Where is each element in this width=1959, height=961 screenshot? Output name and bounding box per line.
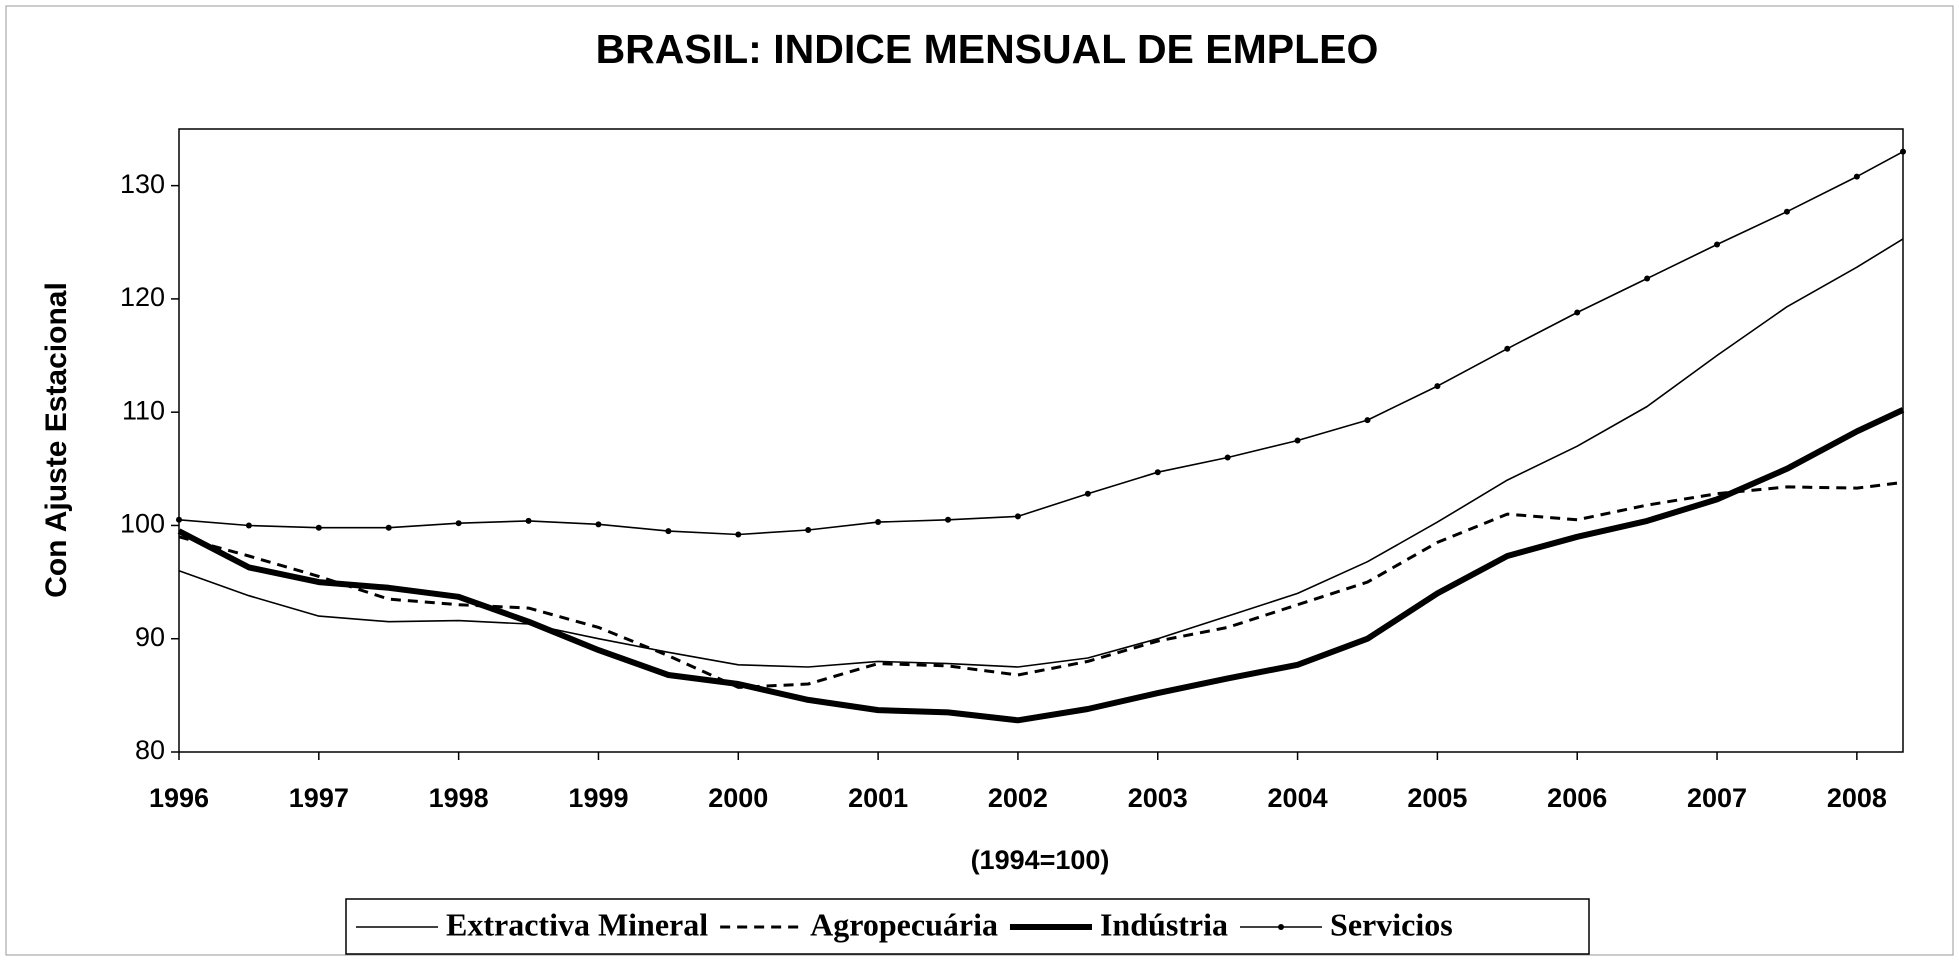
plot-area xyxy=(178,128,1904,753)
y-tick-label: 130 xyxy=(120,169,165,199)
marker xyxy=(1853,173,1860,180)
marker xyxy=(1574,309,1581,316)
marker xyxy=(595,521,602,528)
chart-title: BRASIL: INDICE MENSUAL DE EMPLEO xyxy=(596,26,1379,72)
legend-label: Servicios xyxy=(1330,906,1453,942)
marker xyxy=(875,519,882,526)
line-series xyxy=(178,238,1904,668)
x-tick-label: 2004 xyxy=(1268,783,1328,813)
marker xyxy=(525,517,532,524)
legend-label: Extractiva Mineral xyxy=(446,906,708,942)
x-tick-label: 1998 xyxy=(429,783,489,813)
marker xyxy=(385,524,392,531)
marker xyxy=(245,522,252,529)
x-tick-label: 2005 xyxy=(1407,783,1467,813)
marker xyxy=(1014,513,1021,520)
x-tick-label: 2001 xyxy=(848,783,908,813)
x-tick-label: 2006 xyxy=(1547,783,1607,813)
marker xyxy=(315,524,322,531)
y-tick-label: 110 xyxy=(122,395,165,425)
marker xyxy=(1714,241,1721,248)
marker xyxy=(1224,454,1231,461)
x-tick-label: 2007 xyxy=(1687,783,1747,813)
x-tick-label: 2003 xyxy=(1128,783,1188,813)
marker xyxy=(805,526,812,533)
legend-box xyxy=(345,898,1590,955)
x-tick-label: 2000 xyxy=(708,783,768,813)
legend-marker xyxy=(1278,924,1285,930)
marker xyxy=(945,516,952,523)
marker xyxy=(176,516,182,523)
y-tick-label: 100 xyxy=(120,509,165,539)
chart-frame xyxy=(5,5,1954,956)
x-tick-label: 1999 xyxy=(568,783,628,813)
y-tick-label: 120 xyxy=(120,282,165,312)
marker xyxy=(1084,490,1091,497)
marker xyxy=(1644,275,1651,282)
marker xyxy=(1900,148,1906,155)
line-series xyxy=(178,480,1904,689)
y-axis-label: Con Ajuste Estacional xyxy=(40,282,73,598)
legend-label: Agropecuária xyxy=(810,906,998,942)
marker xyxy=(735,531,742,538)
marker xyxy=(1783,208,1790,215)
marker xyxy=(665,528,672,535)
marker xyxy=(1504,345,1511,352)
marker xyxy=(455,520,462,527)
line-series xyxy=(177,407,1905,724)
x-tick-label: 1997 xyxy=(289,783,349,813)
x-tick-label: 2008 xyxy=(1827,783,1887,813)
marker xyxy=(1294,437,1301,444)
marker xyxy=(1364,417,1371,424)
y-tick-label: 90 xyxy=(135,622,165,652)
line-series xyxy=(178,150,1904,536)
x-tick-label: 2002 xyxy=(988,783,1048,813)
marker xyxy=(1154,469,1161,476)
y-tick-label: 80 xyxy=(135,735,165,765)
x-tick-label: 1996 xyxy=(149,783,209,813)
marker xyxy=(1434,383,1441,390)
legend-label: Indústria xyxy=(1100,906,1228,942)
x-axis-label: (1994=100) xyxy=(971,845,1110,875)
